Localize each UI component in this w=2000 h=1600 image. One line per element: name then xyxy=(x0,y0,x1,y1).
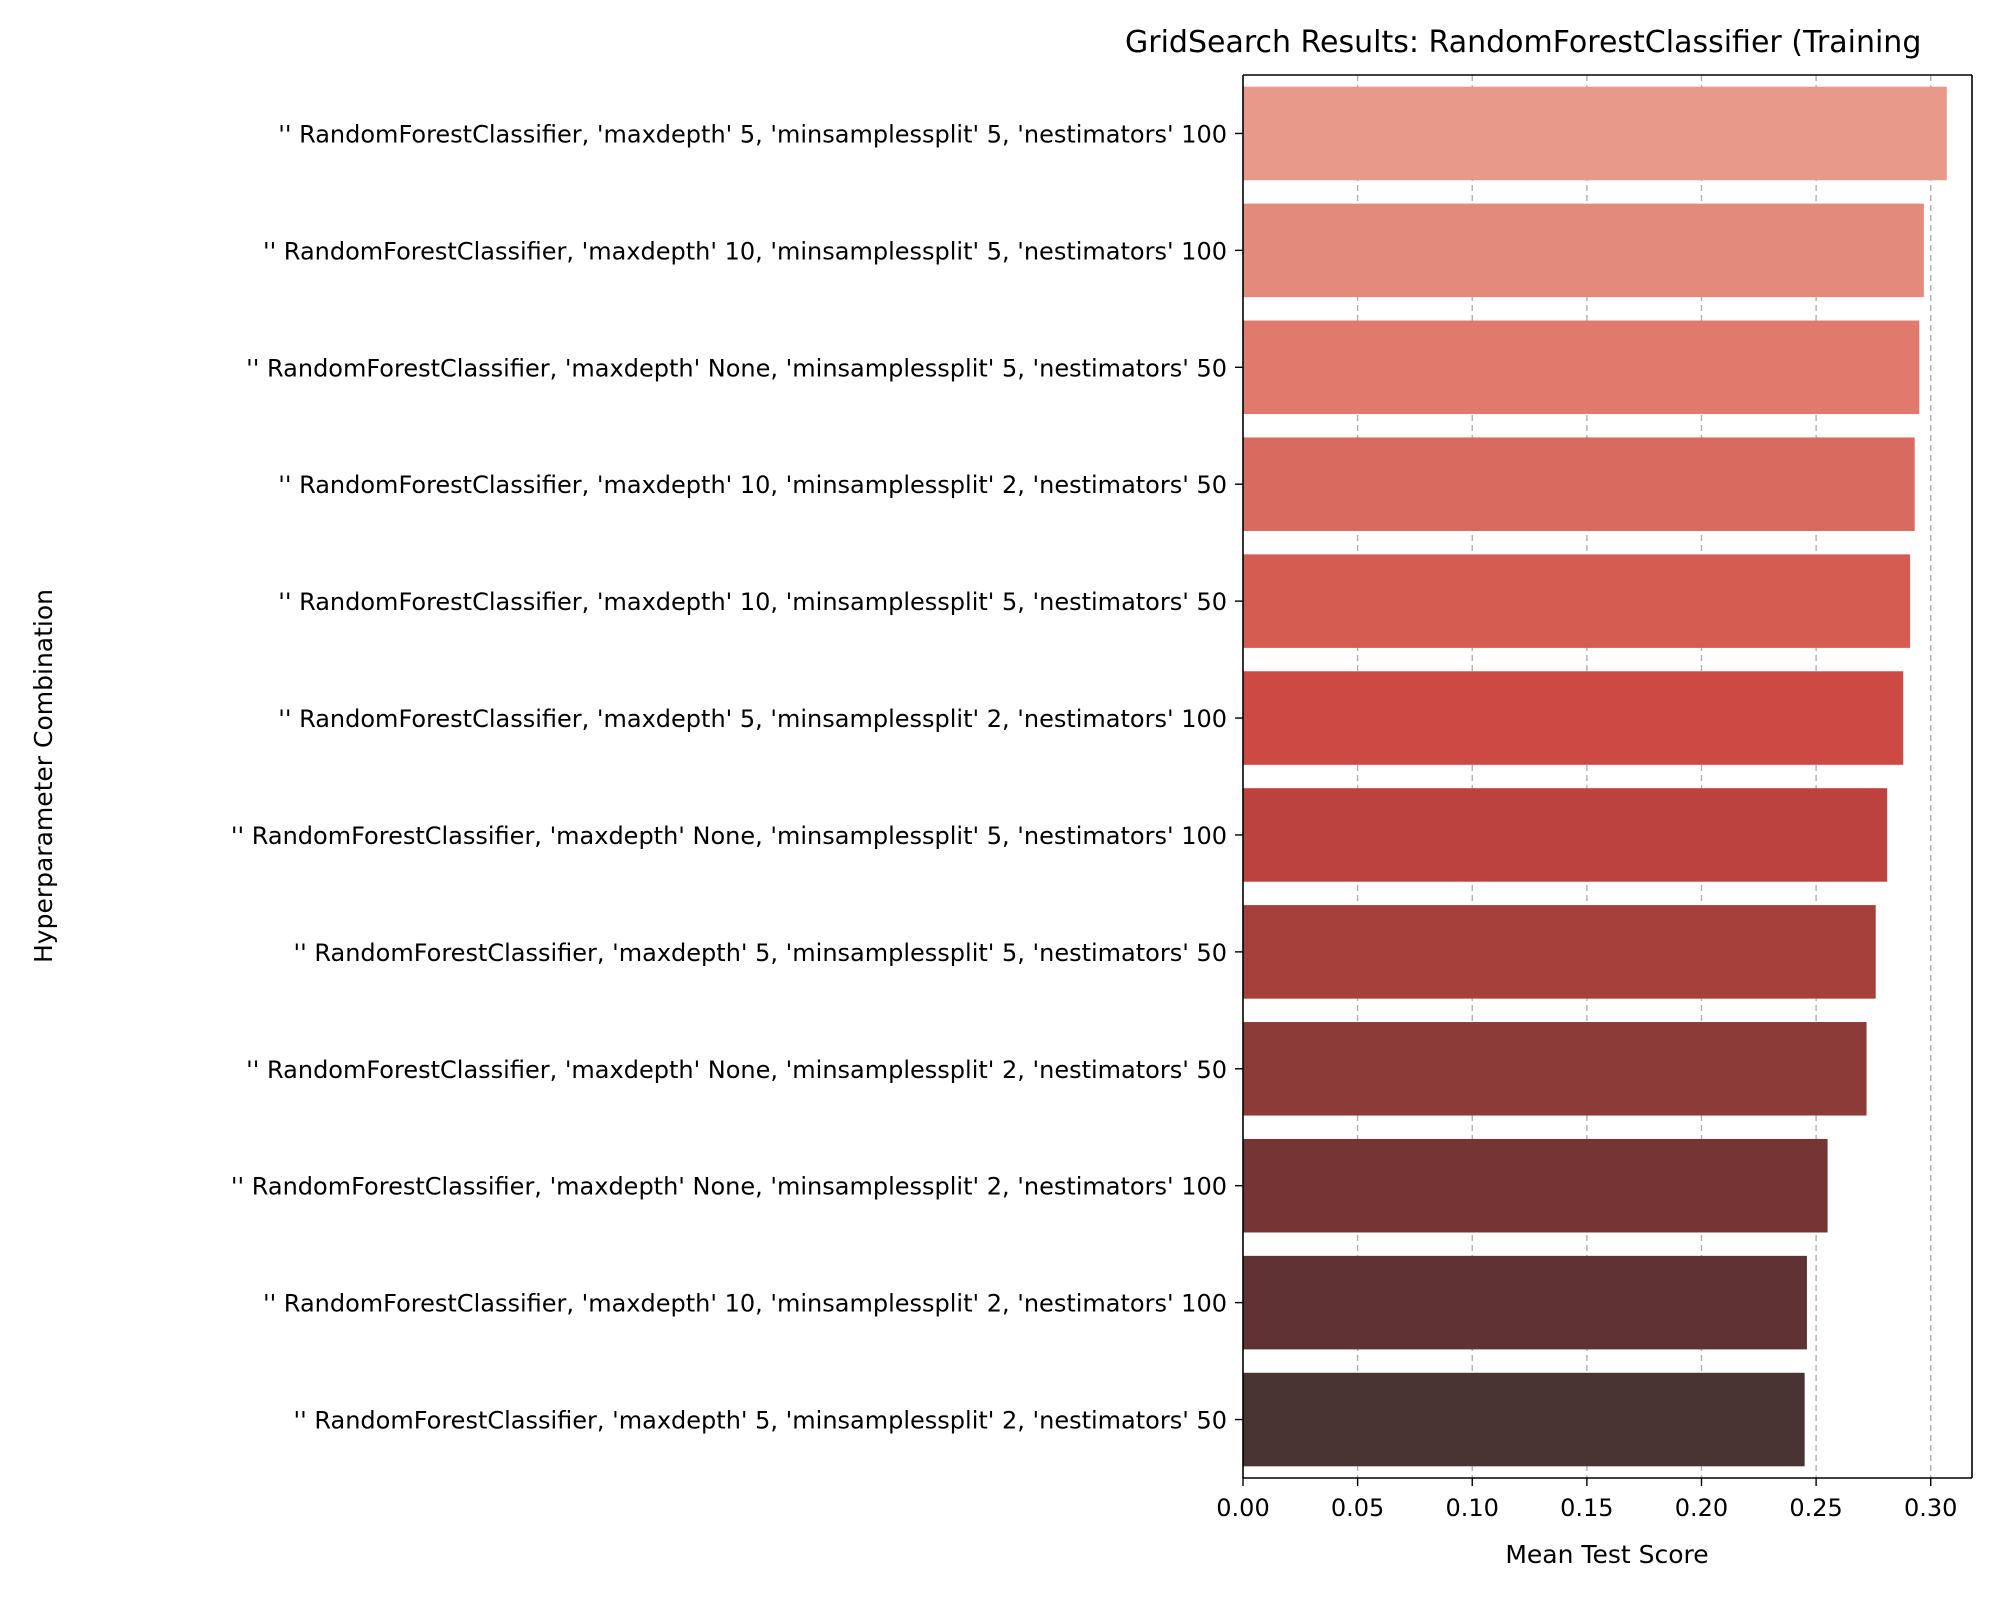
bar xyxy=(1243,1372,1805,1467)
y-tick-label: '' RandomForestClassifier, 'maxdepth' No… xyxy=(246,1056,1227,1084)
bar xyxy=(1243,554,1911,648)
y-tick-label: '' RandomForestClassifier, 'maxdepth' 5,… xyxy=(294,1407,1227,1435)
x-tick-label: 0.25 xyxy=(1789,1494,1842,1522)
bar xyxy=(1243,788,1888,882)
y-axis-label: Hyperparameter Combination xyxy=(29,589,58,963)
x-axis-label: Mean Test Score xyxy=(1505,1540,1708,1569)
x-tick-label: 0.20 xyxy=(1675,1494,1728,1522)
axes xyxy=(1242,74,1973,1479)
y-tick-label: '' RandomForestClassifier, 'maxdepth' 5,… xyxy=(294,939,1227,967)
y-tick-label: '' RandomForestClassifier, 'maxdepth' No… xyxy=(246,354,1227,382)
x-tick-label: 0.05 xyxy=(1331,1494,1384,1522)
bar xyxy=(1243,1022,1867,1116)
bar xyxy=(1243,203,1924,298)
y-tick-label: '' RandomForestClassifier, 'maxdepth' 5,… xyxy=(278,120,1227,148)
x-ticks: 0.00 0.05 0.10 0.15 0.20 0.25 0.30 xyxy=(1216,1478,1957,1522)
y-tick-label: '' RandomForestClassifier, 'maxdepth' No… xyxy=(231,1173,1227,1201)
bar xyxy=(1243,437,1915,531)
x-tick-label: 0.30 xyxy=(1904,1494,1957,1522)
y-tick-label: '' RandomForestClassifier, 'maxdepth' 10… xyxy=(278,471,1227,499)
y-tick-labels: '' RandomForestClassifier, 'maxdepth' 5,… xyxy=(231,120,1243,1435)
bar xyxy=(1243,86,1947,181)
y-tick-label: '' RandomForestClassifier, 'maxdepth' 10… xyxy=(278,588,1227,616)
bar xyxy=(1243,1138,1828,1233)
bar xyxy=(1243,671,1904,765)
y-tick-label: '' RandomForestClassifier, 'maxdepth' 10… xyxy=(263,1290,1227,1318)
x-tick-label: 0.00 xyxy=(1216,1494,1269,1522)
bar xyxy=(1243,320,1920,415)
y-tick-label: '' RandomForestClassifier, 'maxdepth' 5,… xyxy=(278,705,1227,733)
y-tick-label: '' RandomForestClassifier, 'maxdepth' 10… xyxy=(263,237,1227,265)
bar xyxy=(1243,905,1876,999)
bar xyxy=(1243,1255,1807,1350)
y-tick-label: '' RandomForestClassifier, 'maxdepth' No… xyxy=(231,822,1227,850)
x-tick-label: 0.15 xyxy=(1560,1494,1613,1522)
x-tick-label: 0.10 xyxy=(1446,1494,1499,1522)
bars xyxy=(1243,86,1947,1467)
chart-title: GridSearch Results: RandomForestClassifi… xyxy=(1125,25,1921,60)
gridlines xyxy=(1356,75,1932,1478)
